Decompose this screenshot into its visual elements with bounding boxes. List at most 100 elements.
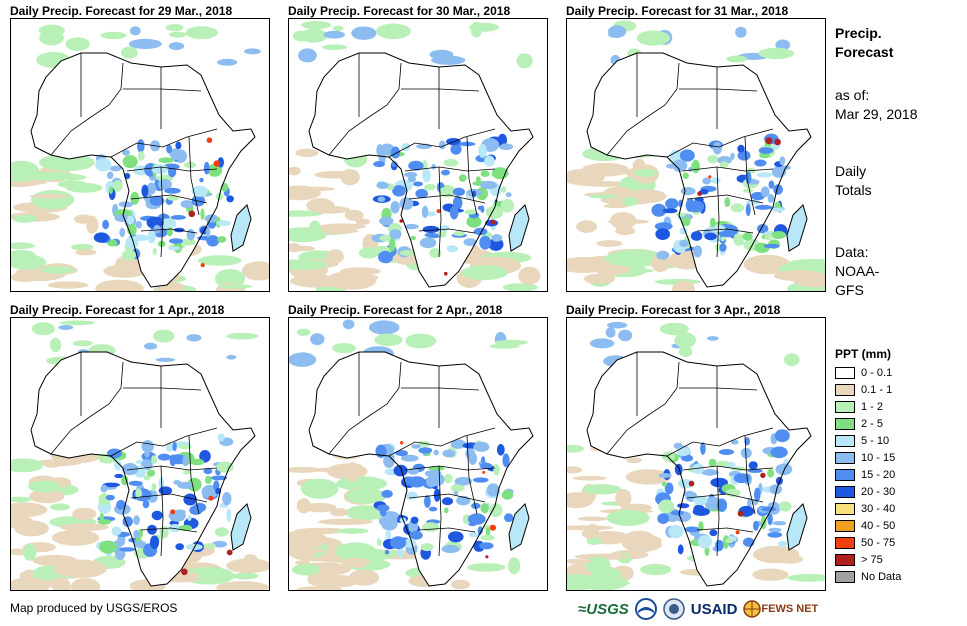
rain-cell [746,199,761,205]
rain-cell [378,517,386,526]
country-border [466,435,478,515]
rain-cell [626,457,643,464]
legend-item: 50 - 75 [835,534,901,551]
rain-cell [472,477,489,483]
rain-cell [72,340,93,347]
rain-cell [138,528,143,538]
rain-cell [665,198,679,210]
legend-label: 10 - 15 [861,451,896,464]
rain-cell [481,456,486,463]
rain-cell [164,187,181,194]
rain-cell [53,559,107,579]
rain-cell [709,529,718,537]
rain-cell [301,20,331,30]
rain-cell [584,556,611,574]
rain-cell [505,192,512,198]
rain-cell [655,228,670,241]
rain-cell [480,503,489,514]
map-credit: Map produced by USGS/EROS [10,601,178,615]
rain-cell [28,480,61,493]
rain-cell [424,184,436,191]
madagascar [230,204,252,252]
heading-line: Precip. [835,25,882,41]
country-border [606,361,680,455]
legend-label: 40 - 50 [861,519,896,532]
rain-cell [784,353,800,366]
rain-cell [636,30,670,46]
rain-cell [679,239,689,247]
rain-cell [381,489,393,498]
rain-cell [449,205,459,220]
rain-cell [345,488,388,504]
rain-cell [450,439,466,449]
rain-cell [486,483,500,497]
rain-cell [31,322,56,336]
rain-cell [500,186,507,194]
rain-cell [697,535,712,549]
rain-cell [454,476,472,486]
heavy-rain-cell [490,219,496,225]
rain-cell [318,518,374,525]
coastline [586,351,812,587]
usgs-logo-text: ≈USGS [578,600,629,618]
rain-cell [625,469,672,485]
rain-cell [23,544,37,561]
rain-cell [662,208,678,214]
legend-label: 15 - 20 [861,468,896,481]
doi-seal-icon [663,598,685,620]
rain-cell [666,163,680,169]
country-border [188,435,200,515]
rain-cell [119,547,136,552]
rain-cell [567,492,594,509]
noaa-logo [634,598,657,620]
rain-cell [11,515,34,529]
rain-cell [576,220,597,233]
rain-cell [226,195,234,203]
rain-cell [767,531,783,538]
rain-cell [30,190,75,210]
rain-cell [498,143,514,150]
rain-cell [438,140,446,150]
rain-cell [411,444,421,449]
rain-cell [682,172,689,179]
rain-cell [217,58,238,66]
rain-cell [589,338,615,349]
rain-cell [375,23,411,40]
rain-cell [168,42,185,51]
rain-cell [405,333,437,349]
rain-cell [116,499,126,510]
rain-cell [243,554,258,565]
rain-cell [710,177,721,184]
rain-cell [392,185,406,197]
rain-cell [294,560,311,565]
rain-cell [466,563,506,572]
rain-cell [450,143,462,155]
country-border [696,228,754,234]
rain-cell [114,459,122,471]
rain-cell [200,208,205,221]
rain-cell [170,148,181,161]
rain-cell [668,525,684,539]
precip-map [10,317,270,591]
rain-cell [502,453,510,468]
rain-cell [448,531,464,543]
rain-cell [289,243,302,253]
usgs-logo: ≈USGS [578,601,629,618]
rain-cell [29,489,65,504]
rain-cell [708,458,717,467]
rain-cell [226,355,237,360]
rain-cell [419,237,437,249]
rain-cell [289,259,328,270]
rain-cell [95,279,144,291]
rain-cell [740,447,752,459]
country-border [744,136,756,216]
legend-item: 40 - 50 [835,517,901,534]
rain-cell [133,529,140,539]
legend-item: 1 - 2 [835,398,901,415]
legend-swatch [835,383,855,396]
rain-cell [754,204,773,210]
precip-legend: PPT (mm) 0 - 0.1 0.1 - 1 1 - 2 2 - 5 5 - 10 1… [835,347,901,585]
rain-cell [52,577,71,590]
rain-cell [651,203,667,217]
country-border [438,166,442,258]
